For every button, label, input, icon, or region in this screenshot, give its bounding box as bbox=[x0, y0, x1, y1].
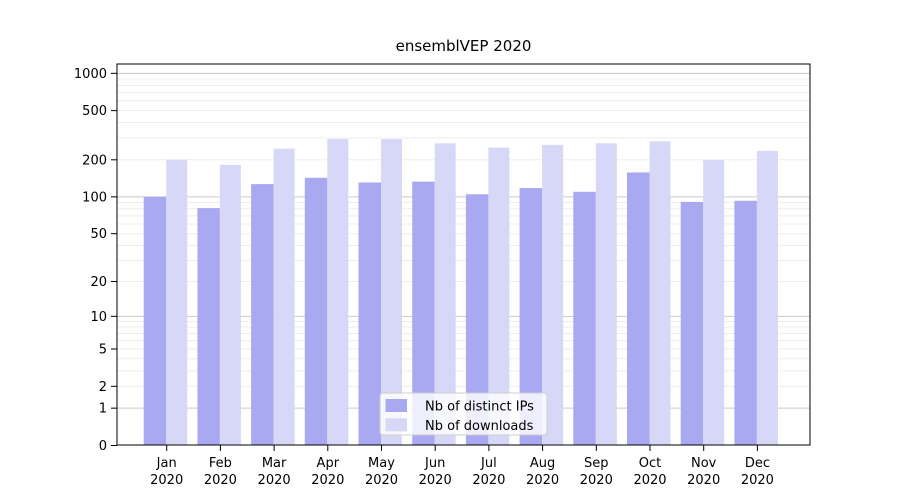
bar-distinct-ips bbox=[680, 201, 704, 445]
x-tick-label-month: Nov bbox=[691, 456, 717, 471]
x-tick-label-year: 2020 bbox=[311, 473, 344, 488]
bar-distinct-ips bbox=[304, 177, 328, 445]
x-tick-label-month: Apr bbox=[317, 456, 340, 471]
x-tick-label-month: Sep bbox=[584, 456, 609, 471]
x-tick-label-month: Jun bbox=[424, 456, 445, 471]
x-tick-label-year: 2020 bbox=[258, 473, 291, 488]
y-tick-label: 100 bbox=[82, 190, 107, 205]
bar-downloads bbox=[434, 143, 456, 445]
bar-distinct-ips bbox=[143, 196, 167, 445]
bar-distinct-ips bbox=[251, 184, 274, 445]
bar-downloads bbox=[273, 148, 295, 446]
x-tick-label-month: Jan bbox=[156, 456, 177, 471]
y-tick-label: 200 bbox=[82, 153, 107, 168]
x-tick-label-month: Oct bbox=[639, 456, 661, 471]
bar-downloads bbox=[166, 159, 188, 445]
x-tick-label-year: 2020 bbox=[741, 473, 774, 488]
x-tick-label-year: 2020 bbox=[687, 473, 720, 488]
y-tick-label: 10 bbox=[90, 310, 107, 325]
x-tick-label-month: Aug bbox=[530, 456, 555, 471]
x-tick-label-month: Dec bbox=[745, 456, 770, 471]
x-tick-label-year: 2020 bbox=[365, 473, 398, 488]
x-tick-label-year: 2020 bbox=[526, 473, 559, 488]
bar-distinct-ips bbox=[519, 188, 543, 445]
bar-downloads bbox=[327, 138, 349, 446]
bar-downloads bbox=[542, 144, 564, 445]
x-tick-label-year: 2020 bbox=[204, 473, 237, 488]
y-tick-label: 50 bbox=[90, 227, 107, 242]
x-tick-label-year: 2020 bbox=[472, 473, 505, 488]
x-tick-label-month: Mar bbox=[262, 456, 287, 471]
bar-distinct-ips bbox=[465, 194, 489, 445]
y-tick-label: 20 bbox=[90, 275, 107, 290]
bar-downloads bbox=[488, 147, 510, 446]
legend-box bbox=[379, 392, 548, 436]
bar-distinct-ips bbox=[573, 191, 596, 445]
bar-downloads bbox=[756, 150, 778, 445]
legend-label: Nb of downloads bbox=[425, 419, 534, 434]
x-tick-label-year: 2020 bbox=[419, 473, 452, 488]
x-tick-label-month: Jul bbox=[480, 456, 497, 471]
plot-frame bbox=[116, 63, 811, 446]
bar-downloads bbox=[649, 141, 671, 446]
x-tick-label-year: 2020 bbox=[580, 473, 613, 488]
bar-downloads bbox=[381, 139, 402, 445]
y-tick-label: 1 bbox=[99, 402, 107, 417]
bar-downloads bbox=[219, 164, 241, 445]
bar-distinct-ips bbox=[197, 208, 220, 445]
y-tick-label: 1000 bbox=[74, 67, 107, 82]
legend-label: Nb of distinct IPs bbox=[425, 400, 534, 415]
bar-downloads bbox=[703, 160, 725, 445]
x-tick-label-year: 2020 bbox=[633, 473, 666, 488]
chart-title: ensemblVEP 2020 bbox=[396, 37, 532, 55]
x-tick-label-month: May bbox=[368, 456, 395, 471]
bar-distinct-ips bbox=[358, 182, 381, 446]
x-tick-label-year: 2020 bbox=[150, 473, 183, 488]
bar-distinct-ips bbox=[412, 181, 435, 445]
bar-distinct-ips bbox=[627, 172, 650, 446]
legend-swatch bbox=[385, 418, 407, 432]
x-tick-label-month: Feb bbox=[209, 456, 232, 471]
y-tick-label: 500 bbox=[82, 104, 107, 119]
y-tick-label: 2 bbox=[99, 380, 107, 395]
legend-swatch bbox=[385, 399, 407, 412]
bar-downloads bbox=[595, 143, 617, 445]
bar-distinct-ips bbox=[734, 200, 757, 445]
y-tick-label: 5 bbox=[99, 342, 107, 357]
y-tick-label: 0 bbox=[99, 439, 107, 454]
